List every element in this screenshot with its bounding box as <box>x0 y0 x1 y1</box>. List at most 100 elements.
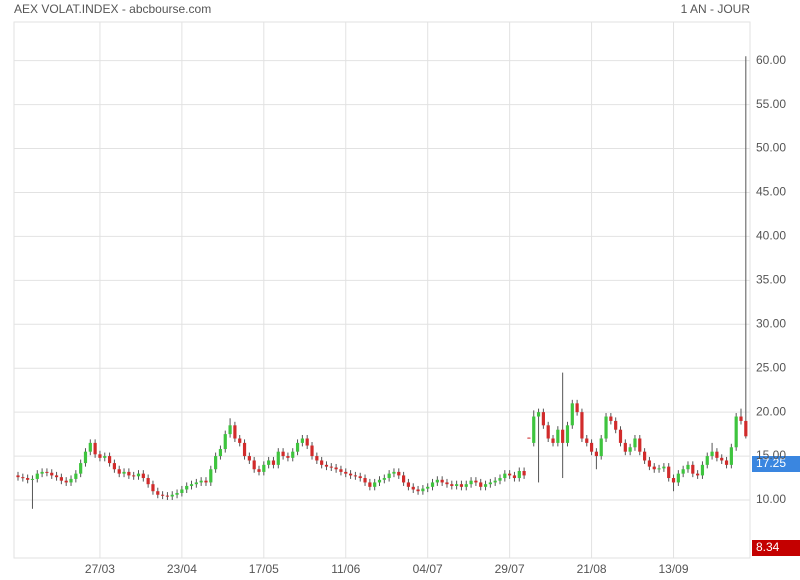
candle-body <box>724 460 729 465</box>
candle-body <box>575 403 579 413</box>
candle-body <box>214 456 218 470</box>
y-tick-label: 40.00 <box>756 229 786 243</box>
candle-body <box>397 471 401 476</box>
candle-body <box>474 480 478 483</box>
candle-body <box>320 460 324 465</box>
candle-body <box>734 416 738 448</box>
candle-body <box>228 425 232 435</box>
candle-body <box>194 482 198 485</box>
candle-body <box>310 445 314 457</box>
candle-body <box>633 438 637 448</box>
candle-body <box>348 473 353 476</box>
candle-body <box>729 447 733 465</box>
candle-body <box>402 475 406 483</box>
y-tick-label: 45.00 <box>756 185 786 199</box>
candle-body <box>522 471 526 476</box>
candle-body <box>671 478 676 483</box>
candle-body <box>107 456 112 464</box>
candle-body <box>700 464 705 476</box>
candle-body <box>286 456 290 458</box>
candle-body <box>493 480 497 483</box>
candle-body <box>136 473 141 477</box>
candle-body <box>392 471 396 474</box>
candle-body <box>199 480 203 483</box>
candle-body <box>585 438 589 443</box>
candle-body <box>35 473 39 479</box>
candle-body <box>705 456 709 465</box>
candle-body <box>455 484 459 486</box>
last-value: 17.25 <box>756 456 786 470</box>
candle-body <box>122 471 126 474</box>
x-tick-label: 21/08 <box>577 562 607 576</box>
candle-body <box>161 494 165 496</box>
candle-body <box>469 480 473 485</box>
candle-body <box>238 438 242 443</box>
candle-body <box>411 486 415 490</box>
candle-body <box>580 412 584 439</box>
candle-body <box>281 451 285 457</box>
candle-body <box>667 466 671 479</box>
candle-body <box>93 442 97 455</box>
low-value-box <box>752 540 800 556</box>
y-tick-label: 60.00 <box>756 53 786 67</box>
candle-body <box>223 434 227 450</box>
candle-body <box>363 478 367 483</box>
candle-body <box>440 479 444 483</box>
candle-body <box>387 473 391 479</box>
candle-body <box>242 442 247 457</box>
candle-body <box>594 451 598 457</box>
candle-body <box>291 451 295 458</box>
candle-body <box>209 469 213 483</box>
y-tick-label: 50.00 <box>756 141 786 155</box>
candle-body <box>40 471 44 474</box>
last-value-box <box>752 456 800 472</box>
candle-body <box>30 478 35 480</box>
plot-frame <box>13 21 751 559</box>
candle-body <box>103 456 107 458</box>
x-tick-label: 17/05 <box>249 562 279 576</box>
candle-body <box>257 469 261 472</box>
candle-body <box>426 486 430 489</box>
candle-body <box>373 482 377 487</box>
candle-body <box>64 480 68 483</box>
candle-body <box>50 472 54 476</box>
candle-body <box>546 425 550 439</box>
candle-body <box>151 484 155 492</box>
candle-body <box>618 429 623 443</box>
candle-body <box>165 495 170 497</box>
candle-body <box>450 484 454 486</box>
candle-body <box>739 416 743 421</box>
candle-body <box>638 438 642 452</box>
candle-body <box>295 442 300 452</box>
candle-body <box>570 403 574 426</box>
candle-body <box>74 473 78 479</box>
candle-body <box>556 429 560 443</box>
candle-body <box>382 478 386 480</box>
candle-body <box>536 412 541 417</box>
candle-body <box>696 473 700 476</box>
candle-body <box>623 442 627 452</box>
candle-body <box>185 485 189 490</box>
candle-body <box>512 475 517 479</box>
candle-body <box>315 456 319 461</box>
candle-body <box>132 475 136 477</box>
candle-body <box>305 438 309 446</box>
candle-body <box>141 473 145 479</box>
candle-body <box>686 464 690 470</box>
candle-body <box>16 475 20 478</box>
candle-body <box>561 429 565 443</box>
candle-body <box>647 460 652 467</box>
candle-body <box>710 451 714 457</box>
candle-body <box>459 484 464 487</box>
candle-body <box>170 494 174 497</box>
candle-body <box>329 466 333 468</box>
candle-body <box>676 473 680 483</box>
chart-title: AEX VOLAT.INDEX - abcbourse.com <box>14 2 211 16</box>
y-tick-label: 55.00 <box>756 97 786 111</box>
candle-body <box>300 438 304 443</box>
candle-body <box>233 425 237 439</box>
candle-body <box>156 491 160 495</box>
candle-body <box>324 464 329 467</box>
candle-body <box>604 416 608 439</box>
